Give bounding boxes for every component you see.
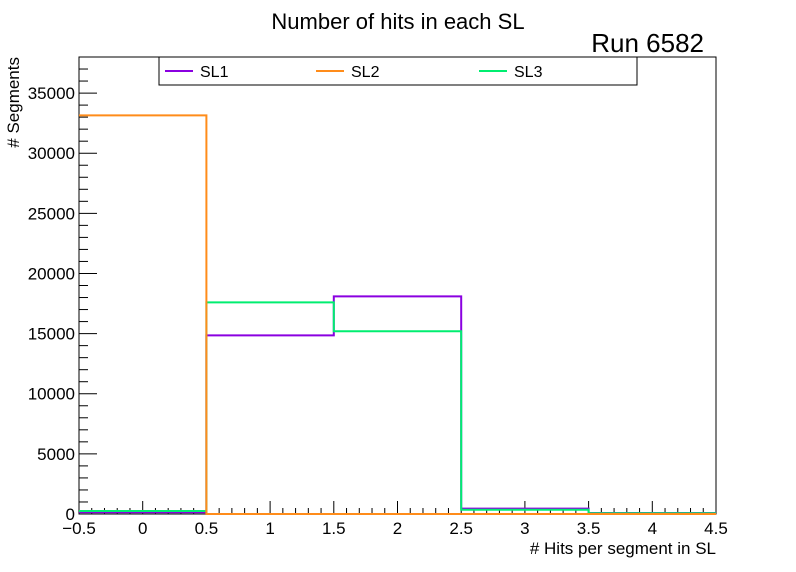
y-tick-label: 35000 [28, 84, 75, 103]
series-line-sl2 [79, 114, 716, 515]
x-tick-label: 0.5 [195, 519, 219, 538]
x-tick-label: −0.5 [62, 519, 96, 538]
x-tick-label: 2.5 [449, 519, 473, 538]
y-tick-label: 5000 [37, 445, 75, 464]
x-tick-label: 1 [265, 519, 274, 538]
y-tick-label: 20000 [28, 264, 75, 283]
legend-entry-sl3: SL3 [479, 64, 543, 81]
y-axis-label: # Segments [4, 57, 23, 148]
y-tick-label: 0 [66, 505, 75, 524]
series-sl2 [79, 114, 716, 515]
legend-label-sl1: SL1 [200, 64, 229, 81]
x-tick-label: 1.5 [322, 519, 346, 538]
plot-frame [78, 56, 717, 515]
x-tick-label: 4.5 [704, 519, 728, 538]
x-tick-label: 2 [393, 519, 402, 538]
series-sl3 [79, 301, 716, 515]
legend: SL1 SL2 SL3 [158, 56, 638, 86]
y-tick-label: 30000 [28, 144, 75, 163]
y-tick-label: 10000 [28, 385, 75, 404]
x-tick-label: 0 [138, 519, 147, 538]
legend-label-sl2: SL2 [351, 64, 380, 81]
series-line-sl1 [79, 295, 716, 515]
legend-entry-sl2: SL2 [316, 64, 380, 81]
series-line-sl3 [79, 301, 716, 515]
x-tick-label: 3.5 [577, 519, 601, 538]
legend-box [158, 56, 638, 86]
run-annotation: Run 6582 [591, 28, 704, 58]
y-tick-label: 25000 [28, 204, 75, 223]
series-sl1 [79, 295, 716, 515]
x-tick-label: 3 [520, 519, 529, 538]
axis-tick-labels: −0.5 0 0.5 1 1.5 2 2.5 3 3.5 4 4.50500010000150002… [28, 84, 728, 538]
x-tick-label: 4 [648, 519, 657, 538]
y-tick-label: 15000 [28, 325, 75, 344]
x-axis-label: # Hits per segment in SL [530, 539, 716, 558]
legend-label-sl3: SL3 [514, 64, 543, 81]
axis-ticks [78, 56, 717, 515]
legend-entry-sl1: SL1 [165, 64, 229, 81]
chart-title: Number of hits in each SL [271, 9, 524, 34]
data-series [79, 114, 716, 515]
